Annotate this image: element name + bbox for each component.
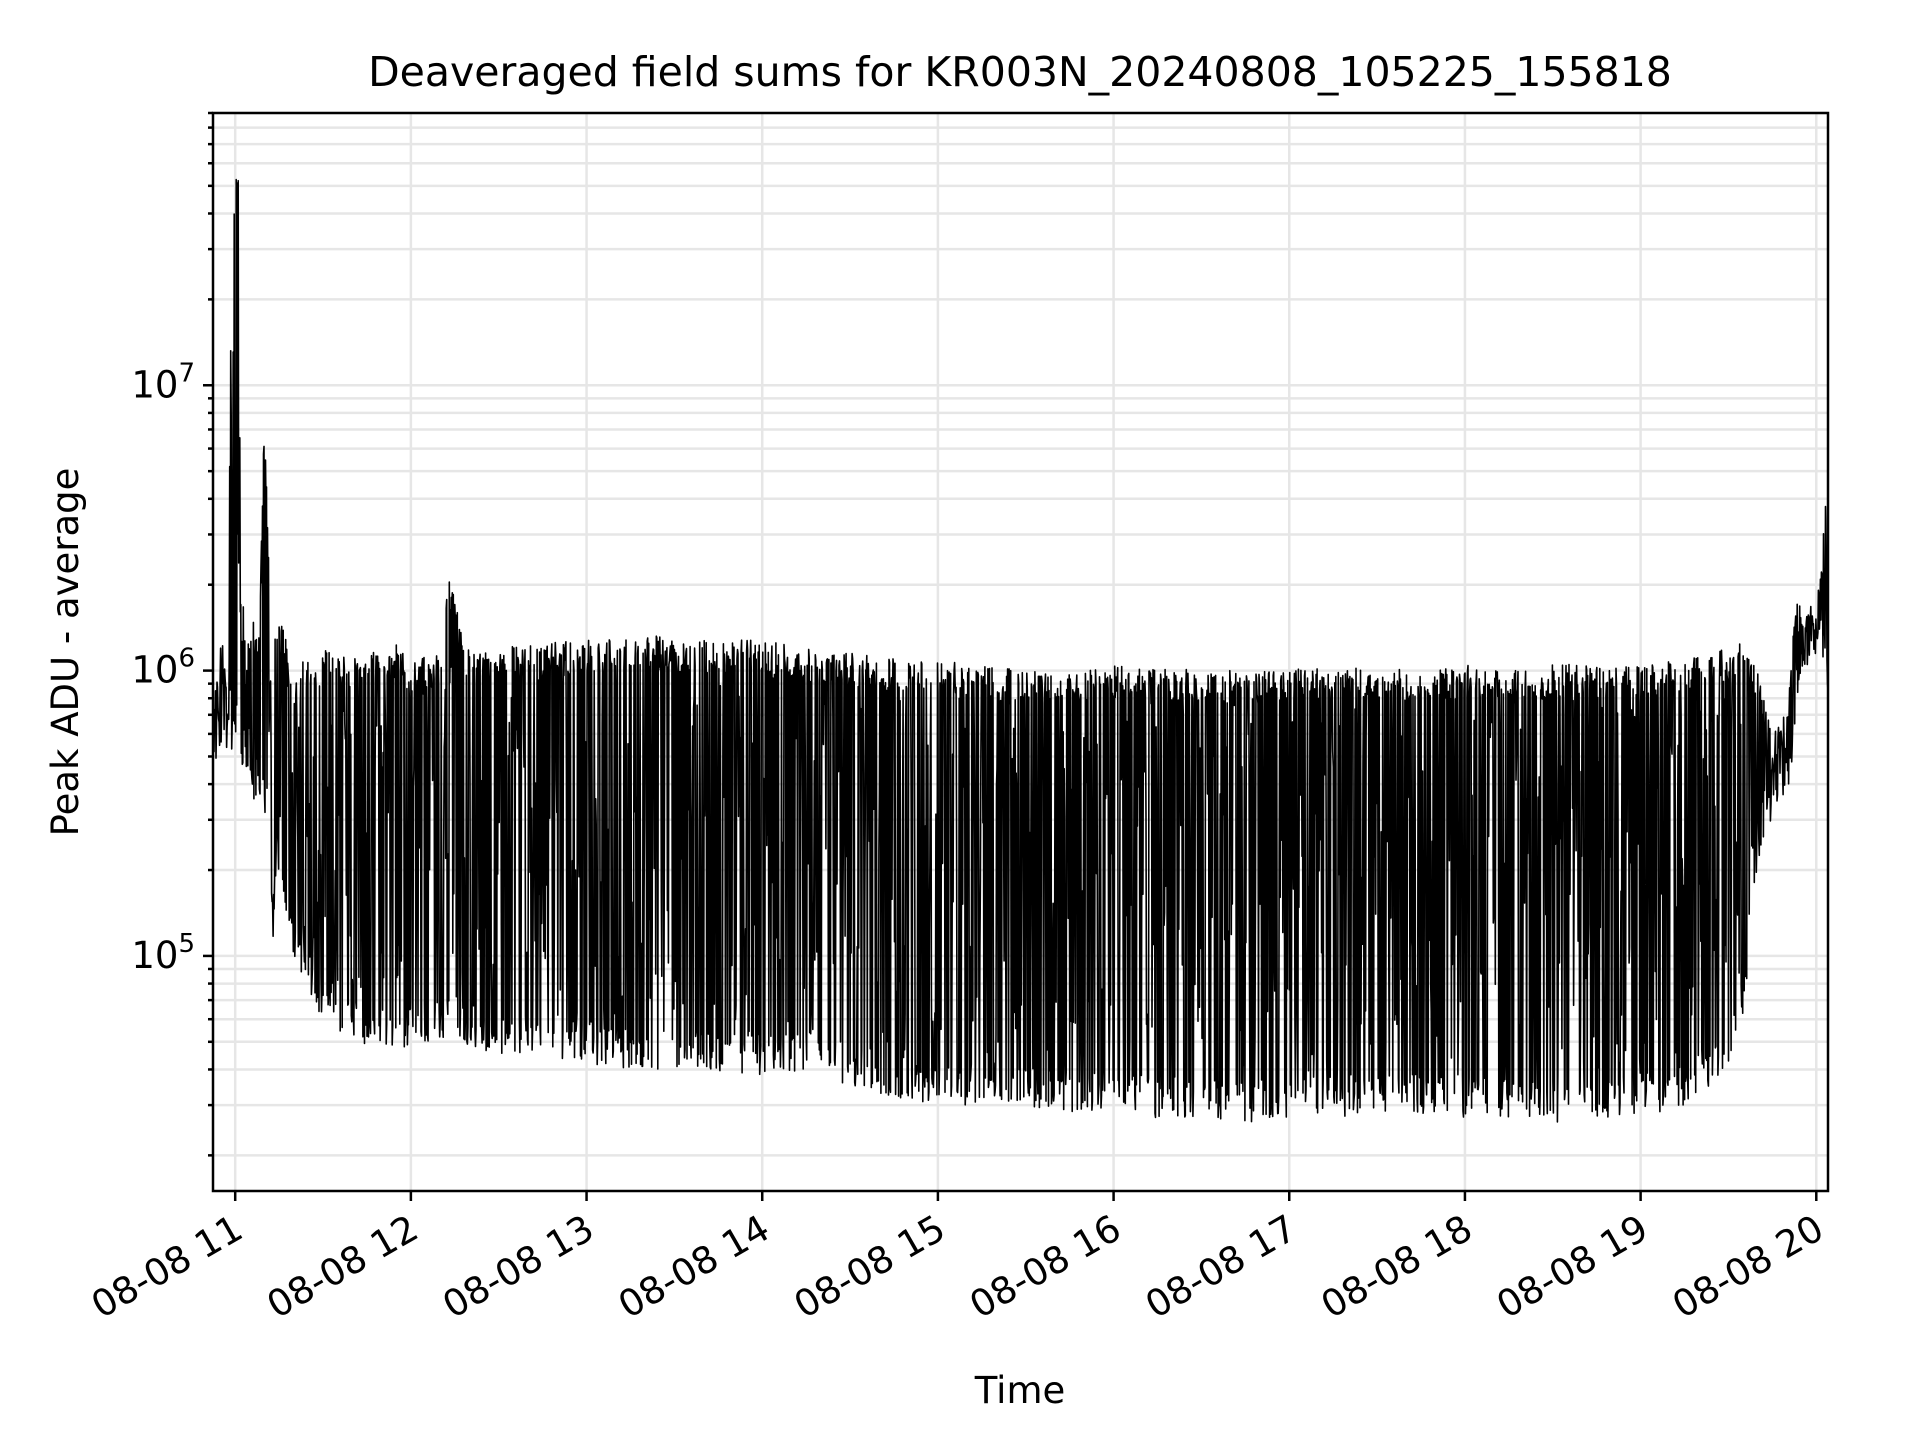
y-tick-exponent: 6 [178, 644, 195, 674]
y-tick-label: 105 [131, 929, 195, 977]
y-axis-label: Peak ADU - average [44, 468, 87, 837]
chart-title: Deaveraged field sums for KR003N_2024080… [368, 48, 1672, 96]
x-axis-label: Time [974, 1369, 1066, 1412]
plot-frame [211, 111, 1830, 1193]
y-tick-exponent: 5 [178, 929, 195, 959]
y-tick-base: 10 [131, 363, 178, 406]
plot-area [212, 178, 1829, 1123]
y-tick-label: 107 [131, 358, 195, 406]
y-tick-base: 10 [131, 934, 178, 977]
y-tick-exponent: 7 [178, 358, 195, 388]
y-tick-label: 106 [131, 644, 195, 692]
series-line [212, 178, 1829, 1123]
y-tick-base: 10 [131, 649, 178, 692]
